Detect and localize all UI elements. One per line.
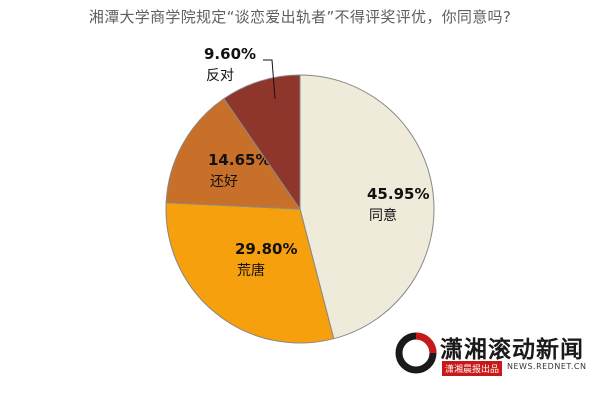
slice-percent-3: 14.65% <box>208 151 270 169</box>
slice-percent-2: 29.80% <box>235 240 297 258</box>
slice-label-1: 同意 <box>369 207 397 224</box>
logo-name: 潇湘滚动新闻 <box>440 337 584 363</box>
slice-label-2: 荒唐 <box>237 262 265 279</box>
pie-slice-4 <box>223 74 301 211</box>
chart-title: 湘潭大学商学院规定“谈恋爱出轨者”不得评奖评优，你同意吗? <box>88 8 512 26</box>
slice-percent-4: 9.60% <box>204 45 256 63</box>
slice-percent-1: 45.95% <box>367 185 429 203</box>
watermark-logo: 潇湘滚动新闻 潇湘晨报出品 NEWS.REDNET.CN <box>395 326 595 386</box>
pie-slice-2 <box>165 202 335 344</box>
slice-label-4: 反对 <box>206 68 234 84</box>
pie-slice-3 <box>165 97 301 210</box>
logo-ring-icon <box>395 332 437 374</box>
logo-site: NEWS.REDNET.CN <box>507 362 587 371</box>
pie-slice-1 <box>299 74 435 340</box>
logo-sub: 潇湘晨报出品 <box>442 361 503 376</box>
leader-line <box>263 59 276 100</box>
slice-label-3: 还好 <box>210 174 238 190</box>
